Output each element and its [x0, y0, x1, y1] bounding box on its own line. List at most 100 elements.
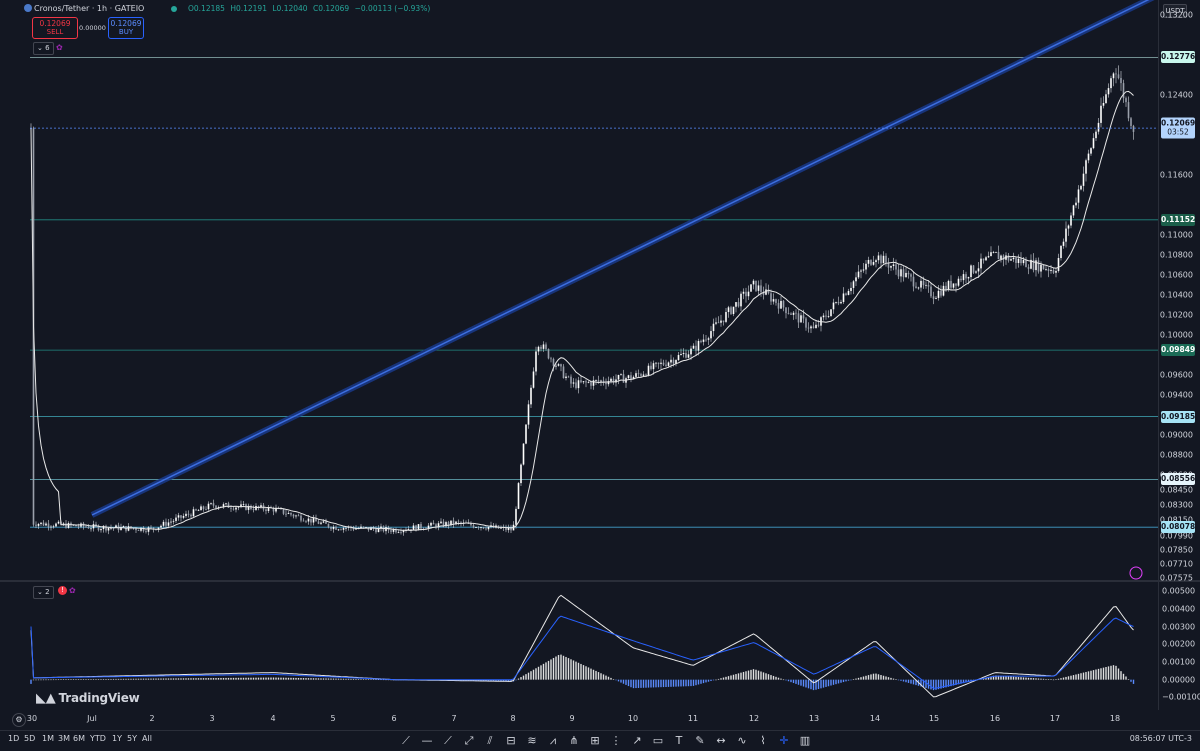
histogram-bar	[815, 679, 817, 690]
price-tag[interactable]: 0.12069 03:52	[1161, 117, 1195, 139]
range-button-5d[interactable]: 5D	[24, 734, 36, 743]
histogram-bar	[667, 679, 670, 687]
range-button-1m[interactable]: 1M	[42, 734, 54, 743]
histogram-bar	[657, 679, 660, 688]
main-indicators-toggle[interactable]: ⌄ 6	[33, 42, 54, 55]
candle-body	[772, 299, 775, 302]
brush-icon[interactable]: ⋮	[610, 734, 622, 747]
symbol-title[interactable]: Cronos/Tether · 1h · GATEIO	[34, 4, 145, 13]
histogram-bar	[142, 678, 145, 680]
histogram-bar	[822, 679, 825, 688]
candle-body	[720, 320, 722, 323]
indicator-count: 6	[45, 44, 50, 52]
range-button-1y[interactable]: 1Y	[112, 734, 122, 743]
indicator-settings-icon[interactable]: ✿	[56, 43, 63, 52]
zigzag-icon[interactable]: ∿	[737, 734, 747, 747]
price-tag[interactable]: 0.08556	[1161, 473, 1196, 486]
candle-body	[577, 380, 580, 389]
bars-icon[interactable]: ▥	[799, 734, 811, 747]
histogram-bar	[1042, 678, 1045, 680]
histogram-bar	[590, 668, 592, 680]
candle-body	[417, 524, 420, 531]
candle-body	[915, 286, 917, 288]
parallel-channel-icon[interactable]: ⫽	[487, 734, 493, 747]
pane-separator[interactable]	[0, 580, 1200, 582]
candle-body	[537, 346, 540, 352]
histogram-bar	[542, 663, 545, 680]
candle-body	[500, 527, 502, 529]
price-tag[interactable]: 0.08078	[1161, 521, 1196, 534]
candle-body	[770, 293, 772, 302]
candle-body	[590, 382, 592, 386]
candle-body	[1075, 202, 1077, 206]
price-tag[interactable]: 0.09849	[1161, 344, 1196, 357]
horizontal-line-icon[interactable]: —	[421, 734, 433, 747]
histogram-bar	[185, 678, 187, 680]
range-button-ytd[interactable]: YTD	[90, 734, 106, 743]
candle-body	[710, 331, 712, 339]
price-tick-label: 0.09000	[1159, 430, 1193, 440]
cursor-icon[interactable]: ↔	[716, 734, 726, 747]
histogram-bar	[857, 677, 860, 680]
histogram-bar	[295, 677, 297, 680]
indicator-settings-icon[interactable]: ✿	[69, 586, 76, 595]
histogram-bar	[175, 678, 177, 680]
candle-body	[670, 359, 672, 363]
time-axis[interactable]: 30 Jul 2 3 4 5 6 7 8 9 10 11 12 13 14 15 16 17 18	[0, 710, 1158, 730]
rectangle-icon[interactable]: ▭	[652, 734, 664, 747]
histogram-bar	[200, 678, 202, 680]
settings-gear-icon[interactable]: ⚙	[12, 713, 26, 727]
histogram-bar	[505, 679, 507, 682]
pin-icon[interactable]: ✎	[695, 734, 705, 747]
candle-body	[747, 291, 750, 297]
histogram-bar	[385, 679, 387, 681]
range-button-5y[interactable]: 5Y	[127, 734, 137, 743]
ray-icon[interactable]: ⟋	[444, 734, 452, 747]
osc-indicators-toggle[interactable]: ⌄ 2	[33, 586, 54, 599]
price-tag[interactable]: 0.09185	[1161, 410, 1196, 423]
sell-button[interactable]: 0.12069 SELL	[32, 17, 78, 39]
gann-icon[interactable]: ⊞	[590, 734, 600, 747]
pitchfork-icon[interactable]: ⋔	[569, 734, 579, 747]
candle-body	[610, 378, 612, 382]
info-line-icon[interactable]: ⤢	[464, 734, 474, 747]
histogram-bar	[932, 679, 935, 691]
trend-line-icon[interactable]: ⟋	[402, 734, 410, 747]
price-tick-label: 0.12400	[1159, 90, 1193, 100]
range-button-all[interactable]: All	[142, 734, 152, 743]
range-button-3m[interactable]: 3M	[58, 734, 70, 743]
macd-pane[interactable]	[0, 582, 1158, 710]
candle-body	[1027, 267, 1030, 269]
fan-icon[interactable]: ⩘	[549, 734, 557, 747]
regression-icon[interactable]: ⊟	[506, 734, 516, 747]
price-tag[interactable]: 0.12776	[1161, 51, 1196, 64]
range-button-6m[interactable]: 6M	[73, 734, 85, 743]
candle-body	[335, 526, 337, 530]
histogram-bar	[47, 679, 50, 681]
range-button-1d[interactable]: 1D	[8, 734, 20, 743]
candle-body	[800, 315, 802, 323]
candle-body	[515, 508, 517, 525]
candle-body	[67, 523, 70, 528]
candle-body	[732, 306, 735, 315]
histogram-bar	[37, 679, 40, 681]
candle-body	[160, 525, 162, 528]
price-tag[interactable]: 0.11152	[1161, 213, 1196, 226]
histogram-bar	[280, 677, 282, 680]
histogram-bar	[1012, 676, 1015, 680]
alert-icon[interactable]	[1129, 566, 1143, 580]
crosshair-icon[interactable]: ✛	[779, 734, 789, 747]
price-chart-pane[interactable]	[0, 0, 1158, 580]
fib-icon[interactable]: ≋	[527, 734, 537, 747]
buy-button[interactable]: 0.12069 BUY	[108, 17, 144, 39]
wave-icon[interactable]: ⌇	[760, 734, 766, 747]
clock[interactable]: 08:56:07 UTC-3	[1129, 734, 1192, 743]
currency-selector[interactable]: USDT	[1163, 4, 1187, 18]
trend-channel-line[interactable]	[90, 0, 1158, 518]
text-icon[interactable]: T	[675, 734, 683, 747]
warning-icon[interactable]: !	[58, 586, 67, 595]
candle-body	[875, 260, 877, 263]
histogram-bar	[95, 679, 97, 680]
arrow-icon[interactable]: ↗	[632, 734, 642, 747]
candle-body	[440, 521, 442, 524]
